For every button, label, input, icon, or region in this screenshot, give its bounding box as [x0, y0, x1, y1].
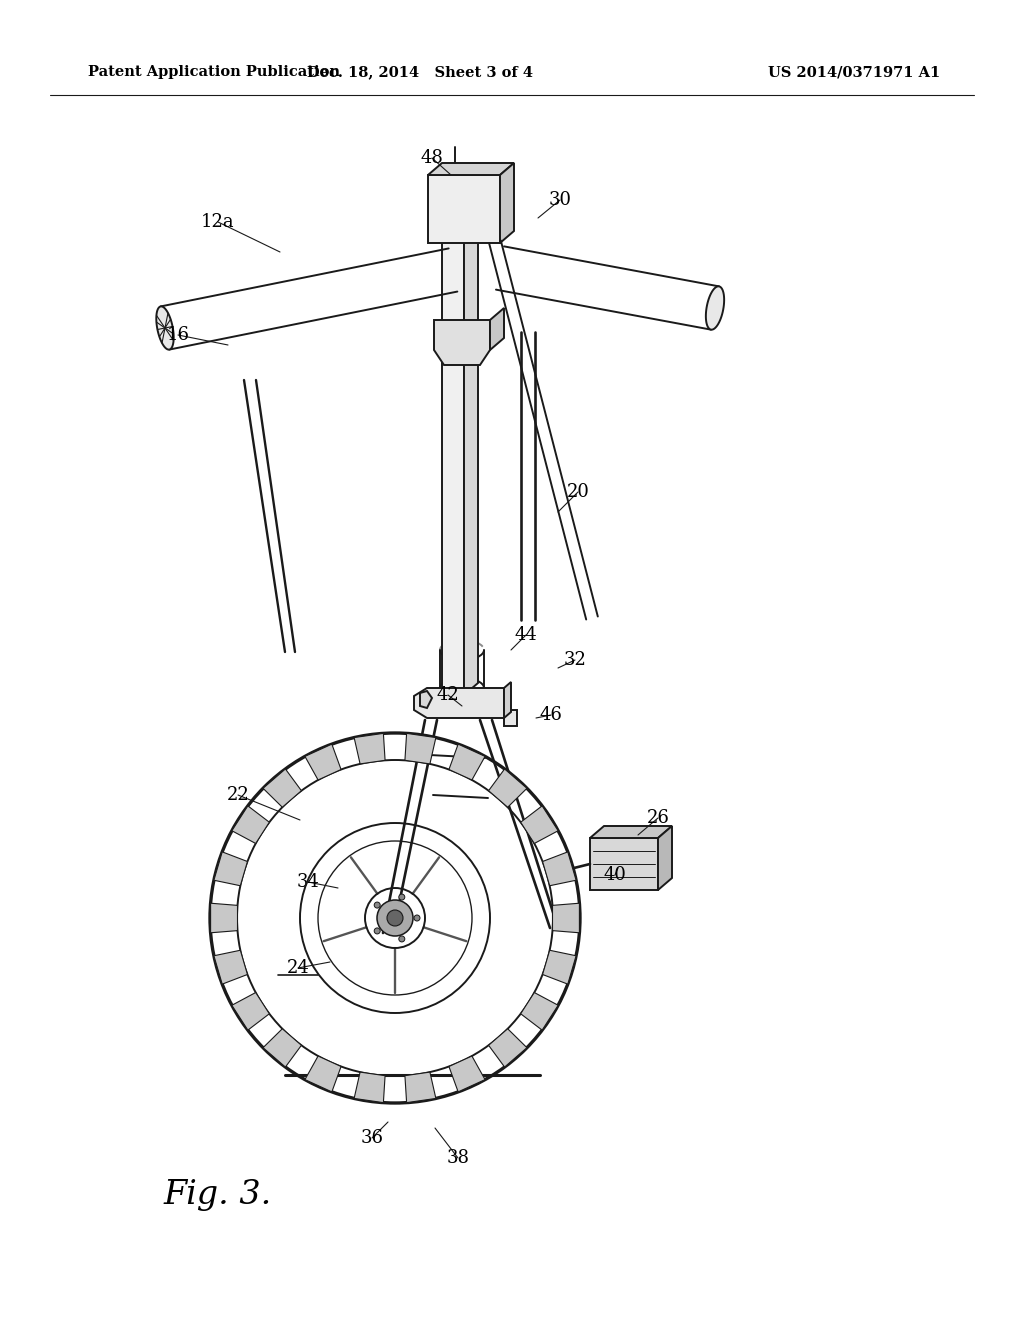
- Polygon shape: [157, 306, 174, 350]
- Polygon shape: [520, 807, 558, 843]
- Circle shape: [374, 928, 380, 935]
- Polygon shape: [543, 851, 577, 886]
- Text: 26: 26: [646, 809, 670, 828]
- Polygon shape: [590, 826, 672, 838]
- Circle shape: [398, 936, 404, 942]
- Text: 38: 38: [446, 1148, 469, 1167]
- Text: Fig. 3.: Fig. 3.: [164, 1179, 272, 1210]
- Text: 24: 24: [287, 960, 309, 977]
- Text: 44: 44: [515, 626, 538, 644]
- Circle shape: [387, 909, 403, 927]
- Polygon shape: [305, 1056, 341, 1092]
- Polygon shape: [500, 162, 514, 243]
- Text: 40: 40: [603, 866, 627, 884]
- Text: Patent Application Publication: Patent Application Publication: [88, 65, 340, 79]
- Polygon shape: [590, 838, 658, 890]
- Polygon shape: [434, 319, 490, 366]
- Polygon shape: [211, 903, 238, 933]
- Polygon shape: [449, 744, 485, 780]
- Polygon shape: [214, 950, 248, 985]
- Polygon shape: [305, 744, 341, 780]
- Polygon shape: [488, 1028, 527, 1067]
- Polygon shape: [354, 1072, 385, 1102]
- Text: 32: 32: [563, 651, 587, 669]
- Polygon shape: [420, 690, 432, 708]
- Polygon shape: [442, 215, 464, 696]
- Circle shape: [414, 915, 420, 921]
- Text: 22: 22: [226, 785, 250, 804]
- Polygon shape: [488, 770, 527, 808]
- Polygon shape: [520, 993, 558, 1030]
- Polygon shape: [231, 993, 269, 1030]
- Circle shape: [398, 894, 404, 900]
- Polygon shape: [543, 950, 577, 985]
- Text: 34: 34: [297, 873, 319, 891]
- Polygon shape: [263, 770, 301, 808]
- Polygon shape: [214, 851, 248, 886]
- Text: 46: 46: [540, 706, 562, 723]
- Text: 20: 20: [566, 483, 590, 502]
- Polygon shape: [263, 1028, 301, 1067]
- Polygon shape: [706, 286, 724, 330]
- Polygon shape: [414, 688, 517, 726]
- Text: 30: 30: [549, 191, 571, 209]
- Polygon shape: [658, 826, 672, 890]
- Polygon shape: [428, 176, 500, 243]
- Polygon shape: [553, 903, 580, 933]
- Polygon shape: [231, 807, 269, 843]
- Polygon shape: [404, 734, 436, 764]
- Text: Dec. 18, 2014   Sheet 3 of 4: Dec. 18, 2014 Sheet 3 of 4: [307, 65, 534, 79]
- Polygon shape: [354, 734, 385, 764]
- Text: US 2014/0371971 A1: US 2014/0371971 A1: [768, 65, 940, 79]
- Text: 36: 36: [360, 1129, 384, 1147]
- Text: 42: 42: [436, 686, 460, 704]
- Text: 48: 48: [421, 149, 443, 168]
- Polygon shape: [464, 203, 478, 696]
- Polygon shape: [490, 308, 504, 350]
- Polygon shape: [504, 682, 511, 718]
- Polygon shape: [449, 1056, 485, 1092]
- Text: 12a: 12a: [201, 213, 234, 231]
- Circle shape: [374, 902, 380, 908]
- Text: 16: 16: [167, 326, 189, 345]
- Circle shape: [377, 900, 413, 936]
- Polygon shape: [428, 162, 514, 176]
- Polygon shape: [404, 1072, 436, 1102]
